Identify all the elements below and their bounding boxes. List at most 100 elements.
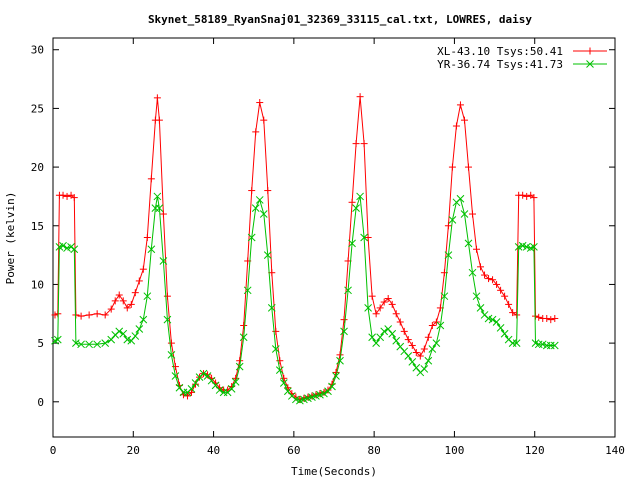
series-2-point (388, 329, 397, 338)
series-1-point (364, 234, 372, 241)
series-1-point (167, 339, 175, 347)
series-2-point (227, 385, 236, 393)
series-1-point (119, 297, 127, 305)
series-1-point (111, 297, 119, 305)
series-2-point (163, 315, 172, 324)
series-2-point (436, 321, 445, 330)
series-2-point (332, 372, 340, 380)
y-tick-label: 0 (37, 396, 44, 409)
series-2-point (328, 382, 336, 391)
series-2-point (344, 286, 352, 295)
series-1-point (372, 310, 380, 318)
axis-ticks: 0 20 40 60 80 100 120 140 0 5 10 15 20 25 30 (31, 38, 625, 457)
series-1-point (123, 304, 131, 312)
series-2-point (352, 204, 360, 213)
series-1-point (380, 298, 388, 306)
series-1-point (428, 322, 436, 330)
series-2-point (444, 251, 453, 259)
series-2-point (119, 329, 128, 338)
series-1-point (135, 277, 143, 285)
series-2-point (279, 379, 288, 387)
series-2-point (500, 329, 509, 338)
legend-marker (586, 47, 594, 55)
series-2-point (85, 340, 93, 349)
series-1-point (155, 116, 163, 124)
series-1-point (481, 271, 489, 279)
series-2-point (53, 335, 62, 344)
series-2-point (472, 292, 481, 301)
series-2-point (496, 324, 505, 332)
series-1-point (412, 349, 420, 357)
series-2-point (275, 366, 284, 374)
series-2 (51, 192, 559, 405)
series-1-point (70, 194, 78, 202)
series-1-point (519, 191, 527, 199)
series-1-point (348, 198, 356, 206)
series-1-point (252, 128, 260, 136)
series-2-point (187, 385, 196, 393)
series-1-point (416, 352, 424, 360)
series-1-point (131, 289, 139, 297)
series-2-point (464, 239, 473, 248)
series-1-point (171, 363, 179, 371)
series-2-point (460, 210, 469, 218)
series-2-line (54, 196, 555, 402)
series-1-point (236, 357, 244, 365)
y-tick-label: 15 (31, 220, 44, 233)
series-2-point (155, 204, 164, 213)
series-1-point (513, 311, 521, 319)
series-2-point (424, 356, 433, 365)
series-1-point (432, 318, 440, 326)
series-2-point (356, 192, 364, 201)
series-1-point (392, 310, 400, 318)
series-1-point (505, 300, 513, 308)
series-2-point (115, 327, 124, 336)
series-2-point (191, 379, 200, 387)
series-2-point (247, 233, 256, 242)
series-1-point (324, 386, 332, 394)
plot-frame (52, 37, 616, 438)
series-2-point (159, 257, 168, 265)
series-2-point (448, 216, 457, 224)
series-2-point (171, 372, 180, 380)
series-2-point (271, 345, 280, 353)
series-2-point (336, 356, 344, 365)
series-1-point (280, 374, 288, 382)
series-2-point (243, 286, 252, 295)
series-2-point (67, 243, 75, 251)
series-1-point (356, 93, 364, 101)
series-2-point (239, 333, 248, 342)
series-2-point (376, 333, 385, 342)
series-1-point (360, 140, 368, 148)
series-1-point (187, 388, 195, 396)
series-2-point (492, 318, 501, 326)
series-1-point (127, 300, 135, 308)
series-2-point (420, 365, 429, 373)
x-tick-label: 0 (50, 444, 57, 457)
series-1-point (93, 310, 101, 318)
series-2-point (235, 362, 244, 371)
series-2-point (432, 339, 441, 347)
series-2-point (428, 345, 437, 353)
series-1-point (352, 140, 360, 148)
series-2-point (348, 239, 356, 248)
chart-title: Skynet_58189_RyanSnaj01_32369_33115_cal.… (148, 13, 532, 26)
series-1-point (523, 192, 531, 200)
series-1-point (485, 275, 493, 283)
series-2-point (143, 292, 152, 301)
series-2-point (231, 377, 240, 386)
series-1-point (468, 210, 476, 218)
series-2-point (372, 339, 381, 347)
series-1-point (530, 194, 538, 202)
series-1-point (256, 99, 264, 107)
series-2-point (77, 340, 85, 349)
series-1-point (376, 304, 384, 312)
series-1-point (163, 292, 171, 300)
series-2-point (267, 304, 276, 312)
series-2-point (259, 210, 268, 218)
y-tick-label: 10 (31, 278, 44, 291)
series-2-point (263, 251, 272, 259)
series-1-point (260, 116, 268, 124)
